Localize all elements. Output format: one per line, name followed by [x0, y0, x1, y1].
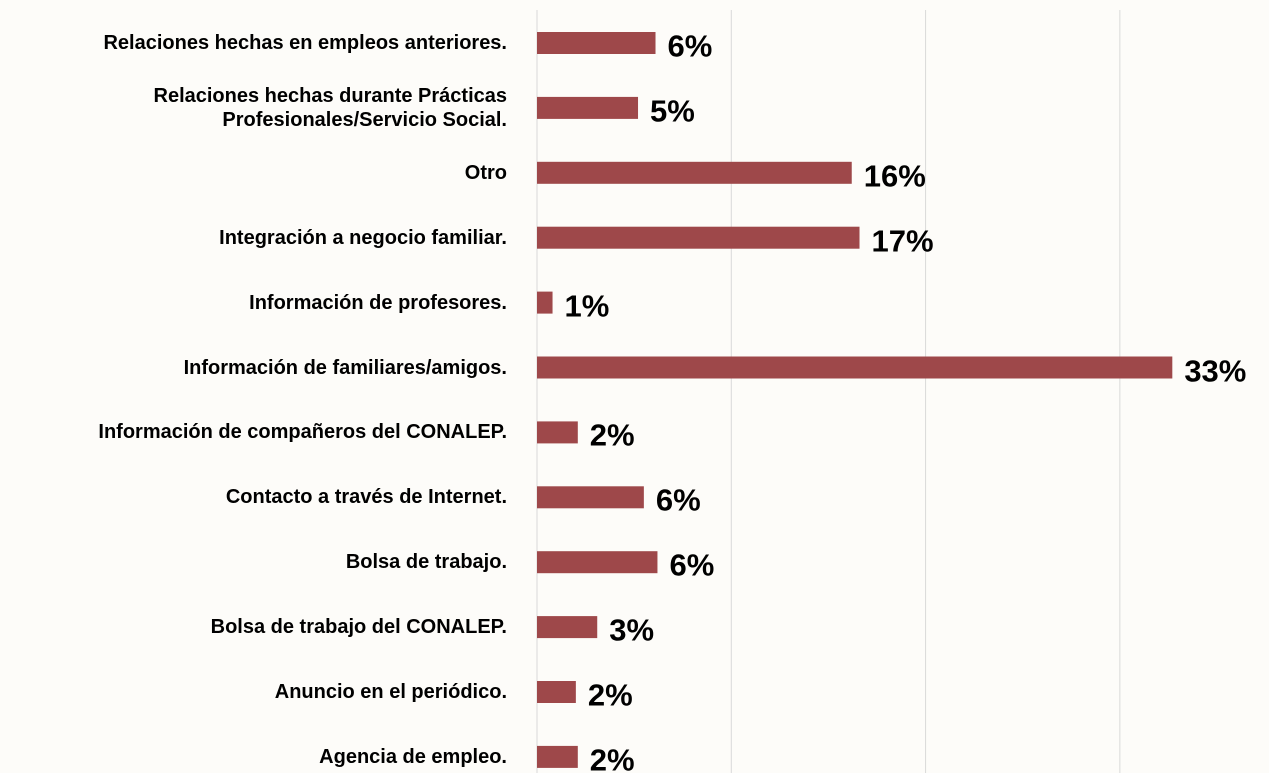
value-label: 33%: [1184, 353, 1247, 389]
value-label: 1%: [564, 288, 610, 324]
value-label: 3%: [609, 612, 655, 648]
bar: [537, 291, 553, 314]
bar: [537, 226, 860, 249]
value-label: 6%: [667, 28, 713, 64]
value-label: 6%: [655, 482, 701, 518]
category-label: Relaciones hechas durante Prácticas Prof…: [153, 84, 508, 131]
bar: [537, 32, 656, 54]
category-label: Anuncio en el periódico.: [274, 681, 507, 703]
bar: [537, 551, 658, 574]
category-label: Agencia de empleo.: [319, 745, 507, 768]
value-label: 17%: [871, 223, 934, 259]
value-label: 16%: [863, 158, 926, 194]
category-label: Bolsa de trabajo del CONALEP.: [210, 616, 507, 639]
bar: [537, 486, 644, 509]
category-label: Relaciones hechas en empleos anteriores.: [103, 32, 507, 54]
bar: [537, 421, 578, 444]
bar: [537, 616, 598, 639]
value-label: 6%: [669, 547, 715, 583]
bar: [537, 96, 639, 119]
category-label: Integración a negocio familiar.: [219, 226, 507, 249]
value-label: 2%: [589, 417, 635, 453]
value-label: 5%: [650, 93, 695, 129]
category-label: Contacto a través de Internet.: [225, 486, 507, 509]
bar: [537, 161, 852, 184]
category-label: Otro: [464, 161, 507, 184]
category-label: Información de familiares/amigos.: [183, 356, 507, 379]
bar: [537, 356, 1173, 379]
bar: [537, 681, 576, 703]
category-label: Información de profesores.: [249, 291, 507, 314]
bar: [537, 745, 578, 768]
category-label: Información de compañeros del CONALEP.: [98, 421, 507, 444]
category-label: Bolsa de trabajo.: [345, 551, 507, 574]
value-label: 2%: [589, 742, 635, 773]
value-label: 2%: [587, 677, 633, 713]
